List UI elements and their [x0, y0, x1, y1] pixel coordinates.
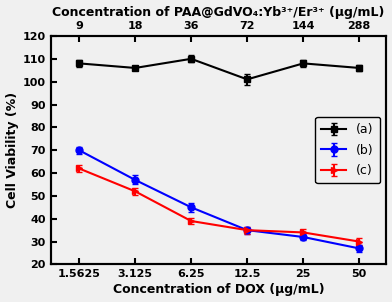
- Y-axis label: Cell Viability (%): Cell Viability (%): [5, 92, 18, 208]
- X-axis label: Concentration of DOX (μg/mL): Concentration of DOX (μg/mL): [113, 284, 325, 297]
- Legend: (a), (b), (c): (a), (b), (c): [315, 117, 380, 183]
- X-axis label: Concentration of PAA@GdVO₄:Yb³⁺/Er³⁺ (μg/mL): Concentration of PAA@GdVO₄:Yb³⁺/Er³⁺ (μg…: [53, 5, 385, 18]
